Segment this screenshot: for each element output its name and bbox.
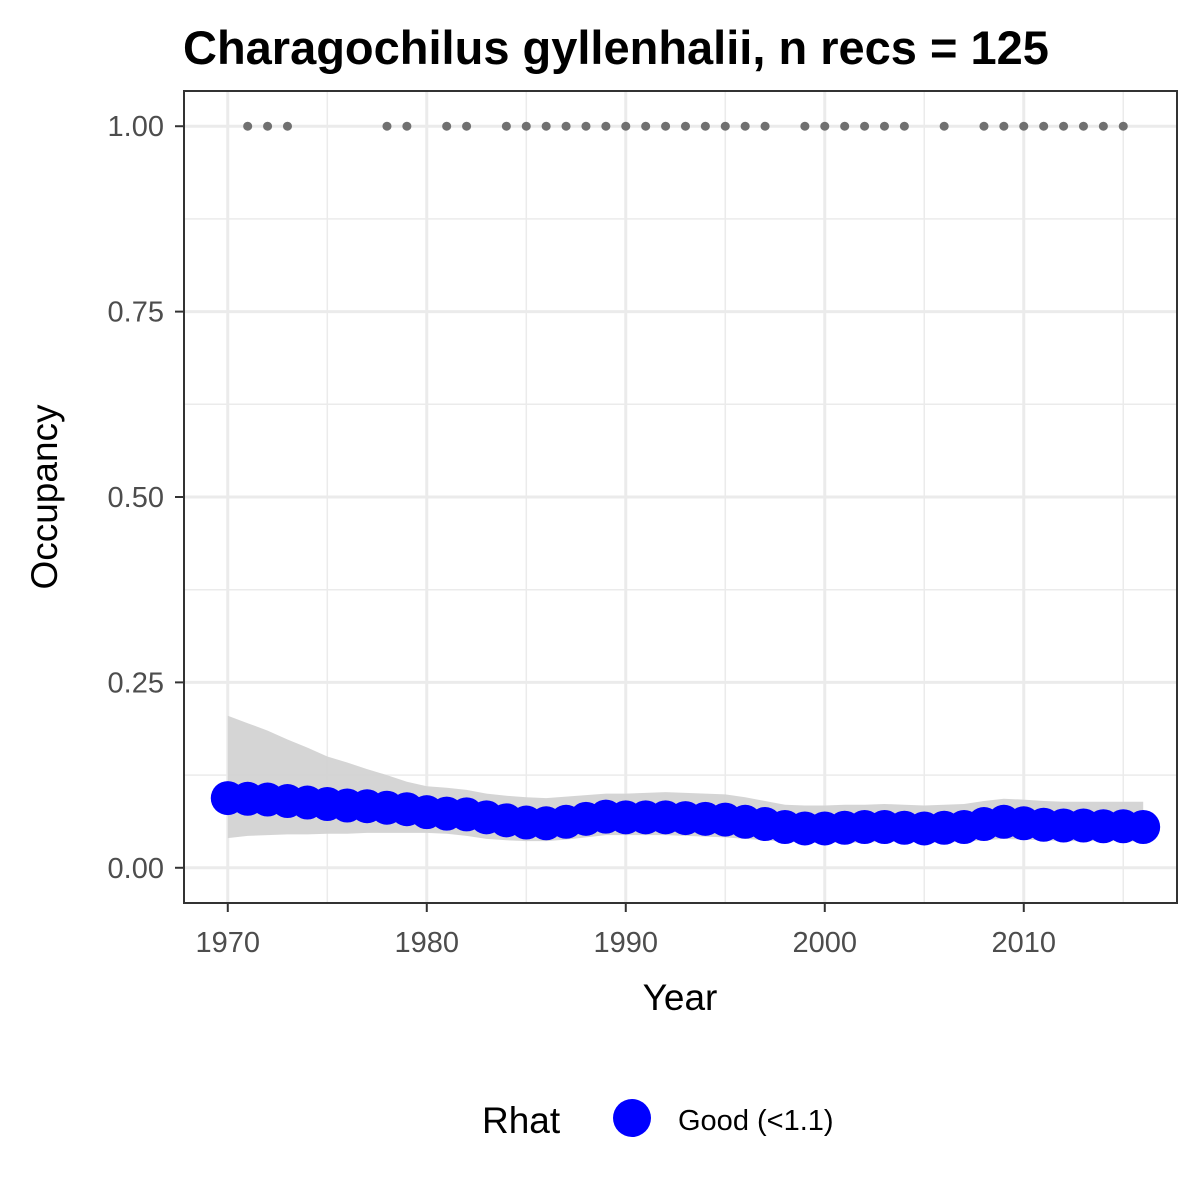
y-tick-label: 0.00 — [108, 853, 164, 885]
y-tick-label: 0.25 — [108, 667, 164, 699]
record-point — [243, 121, 253, 131]
record-point — [462, 121, 472, 131]
record-point — [1059, 121, 1069, 131]
record-point — [700, 121, 710, 131]
chart-title: Charagochilus gyllenhalii, n recs = 125 — [183, 21, 1049, 74]
record-point — [521, 121, 531, 131]
record-point — [442, 121, 452, 131]
record-point — [760, 121, 770, 131]
record-point — [561, 121, 571, 131]
record-point — [641, 121, 651, 131]
record-point — [860, 121, 870, 131]
record-point — [501, 121, 511, 131]
record-point — [820, 121, 830, 131]
record-point — [402, 121, 412, 131]
major-gridlines — [184, 91, 1177, 903]
y-axis: 0.00 0.25 0.50 0.75 1.00 — [108, 111, 184, 885]
record-point — [999, 121, 1009, 131]
record-point — [282, 121, 292, 131]
legend: Rhat Good (<1.1) — [482, 1099, 834, 1141]
estimate-points-layer — [210, 781, 1161, 846]
x-tick-label: 1990 — [594, 927, 659, 959]
record-point — [740, 121, 750, 131]
record-point — [840, 121, 850, 131]
x-tick-label: 2010 — [992, 927, 1057, 959]
record-point — [1078, 121, 1088, 131]
record-point — [979, 121, 989, 131]
record-point — [899, 121, 909, 131]
record-point — [879, 121, 889, 131]
y-tick-label: 0.75 — [108, 297, 164, 329]
record-point — [382, 121, 392, 131]
record-point — [263, 121, 273, 131]
legend-label-good: Good (<1.1) — [678, 1105, 834, 1137]
record-point — [1098, 121, 1108, 131]
x-tick-label: 1970 — [196, 927, 261, 959]
record-point — [581, 121, 591, 131]
records-layer — [243, 121, 1128, 131]
record-point — [1019, 121, 1029, 131]
record-point — [601, 121, 611, 131]
record-point — [720, 121, 730, 131]
record-point — [621, 121, 631, 131]
y-axis-title: Occupancy — [24, 404, 65, 590]
x-tick-label: 1980 — [395, 927, 460, 959]
record-point — [939, 121, 949, 131]
record-point — [680, 121, 690, 131]
record-point — [1118, 121, 1128, 131]
record-point — [661, 121, 671, 131]
legend-key-good — [613, 1099, 651, 1137]
x-tick-label: 2000 — [793, 927, 858, 959]
legend-title: Rhat — [482, 1100, 561, 1141]
estimate-point — [1126, 809, 1161, 844]
y-tick-label: 1.00 — [108, 111, 164, 143]
record-point — [800, 121, 810, 131]
x-axis: 1970 1980 1990 2000 2010 — [196, 903, 1057, 959]
record-point — [1039, 121, 1049, 131]
record-point — [541, 121, 551, 131]
y-tick-label: 0.50 — [108, 482, 164, 514]
x-axis-title: Year — [643, 977, 718, 1018]
